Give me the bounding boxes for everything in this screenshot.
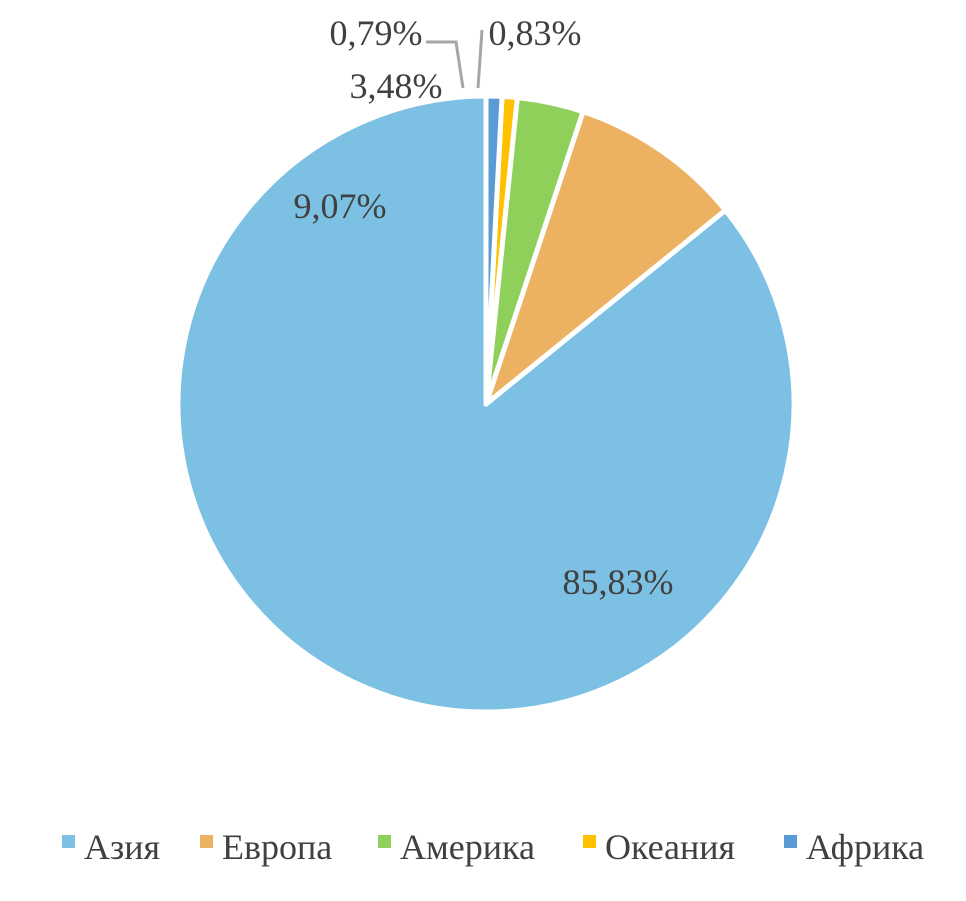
legend-label-3: Америка: [400, 827, 535, 867]
pie-slice-5: [483, 93, 505, 407]
legend-swatch-3: [378, 835, 391, 848]
legend-label-1: Азия: [84, 827, 160, 867]
legend-label-5: Африка: [806, 827, 924, 867]
legend-swatch-4: [583, 835, 596, 848]
legend-label-2: Европа: [222, 827, 332, 867]
data-label-5: 0,83%: [489, 13, 582, 53]
leader-line-4: [426, 40, 465, 89]
legend-swatch-5: [784, 835, 797, 848]
legend-swatch-2: [200, 835, 213, 848]
pie-slice-2: [483, 109, 728, 407]
pie-slices: [175, 93, 797, 715]
legend-swatch-1: [62, 835, 75, 848]
legend-label-4: Океания: [605, 827, 735, 867]
data-label-3: 3,48%: [350, 66, 443, 106]
data-labels: 85,83% 9,07% 3,48% 0,79% 0,83%: [294, 13, 674, 602]
leader-line-5: [476, 29, 484, 89]
leader-lines: [426, 29, 484, 89]
data-label-2: 9,07%: [294, 186, 387, 226]
data-label-4: 0,79%: [330, 13, 423, 53]
legend: Азия Европа Америка Океания Африка: [62, 827, 924, 867]
data-label-1: 85,83%: [563, 562, 674, 602]
